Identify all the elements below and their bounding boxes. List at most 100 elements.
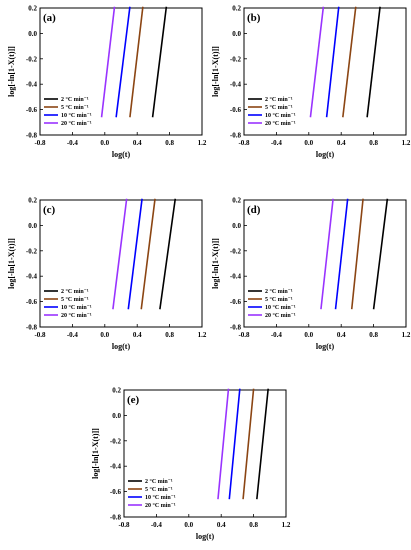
chart-panel-a: -0.8 -0.4 0.0 0.4 0.8 1.2 0.2 0.0 -0.2 -0.4 -0.6 -0… xyxy=(7,5,207,160)
series-line xyxy=(112,198,128,310)
y-axis-title: log[-ln[1-X(t)]] xyxy=(211,238,220,289)
legend-entry: 5 °C min⁻¹ xyxy=(145,486,173,493)
legend-entry: 20 °C min⁻¹ xyxy=(265,120,296,127)
series-line xyxy=(100,6,116,118)
legend-entry: 2 °C min⁻¹ xyxy=(61,96,89,103)
x-tick-label: 1.2 xyxy=(402,331,411,339)
series-line xyxy=(151,6,168,118)
x-tick-label: 1.2 xyxy=(402,139,411,147)
series-line xyxy=(129,6,144,118)
legend-entry: 5 °C min⁻¹ xyxy=(61,296,89,303)
x-tick-label: -0.8 xyxy=(34,331,46,339)
y-axis-title: log[-ln[1-X(t)]] xyxy=(91,428,100,479)
y-tick-label: -0.2 xyxy=(230,247,242,255)
x-tick-label: -0.8 xyxy=(118,521,130,529)
x-axis-title: log(t) xyxy=(316,150,335,159)
y-axis-title: log[-ln[1-X(t)]] xyxy=(7,238,16,289)
x-axis-title: log(t) xyxy=(112,150,131,159)
y-tick-label: -0.4 xyxy=(26,273,38,281)
y-tick-label: -0.4 xyxy=(26,81,38,89)
chart-panel-b: -0.8 -0.4 0.0 0.4 0.8 1.2 0.2 0.0 -0.2 -0.4 -0.6 -0… xyxy=(211,5,411,160)
y-tick-label: -0.2 xyxy=(110,437,122,445)
y-tick-label: -0.8 xyxy=(230,132,242,140)
y-tick-label: -0.6 xyxy=(26,298,38,306)
x-tick-label: 0.8 xyxy=(369,139,378,147)
plot-frame xyxy=(39,7,203,136)
x-tick-label: 0.4 xyxy=(337,139,346,147)
y-tick-label: 0.2 xyxy=(28,197,37,205)
x-tick-label: 0.4 xyxy=(217,521,226,529)
x-tick-label: -0.4 xyxy=(67,331,79,339)
series-line xyxy=(242,388,255,500)
x-axis-title: log(t) xyxy=(196,532,215,541)
y-tick-label: 0.2 xyxy=(28,5,37,13)
y-tick-label: -0.6 xyxy=(230,298,242,306)
x-tick-label: -0.4 xyxy=(271,331,283,339)
legend-entry: 10 °C min⁻¹ xyxy=(265,112,296,119)
x-tick-label: 0.4 xyxy=(133,331,142,339)
legend-entry: 5 °C min⁻¹ xyxy=(265,296,293,303)
y-tick-label: -0.8 xyxy=(26,324,38,332)
y-tick-label: 0.0 xyxy=(112,412,121,420)
series-line xyxy=(115,6,131,118)
x-tick-label: 1.2 xyxy=(282,521,291,529)
legend-entry: 2 °C min⁻¹ xyxy=(145,478,173,485)
series-line xyxy=(366,6,381,118)
x-tick-label: 1.2 xyxy=(198,139,207,147)
y-tick-label: -0.8 xyxy=(26,132,38,140)
x-tick-label: 0.4 xyxy=(133,139,142,147)
plot-frame xyxy=(243,7,407,136)
x-tick-label: 1.2 xyxy=(198,331,207,339)
y-tick-label: 0.2 xyxy=(232,197,241,205)
y-tick-label: -0.8 xyxy=(230,324,242,332)
x-tick-label: 0.0 xyxy=(304,331,313,339)
legend-entry: 10 °C min⁻¹ xyxy=(145,494,176,501)
x-tick-label: 0.0 xyxy=(100,331,109,339)
y-tick-label: 0.0 xyxy=(232,222,241,230)
y-tick-label: -0.2 xyxy=(230,55,242,63)
x-tick-label: 0.0 xyxy=(100,139,109,147)
legend-entry: 2 °C min⁻¹ xyxy=(61,288,89,295)
x-tick-label: 0.8 xyxy=(165,139,174,147)
x-axis-title: log(t) xyxy=(316,342,335,351)
x-tick-label: 0.4 xyxy=(337,331,346,339)
x-axis-title: log(t) xyxy=(112,342,131,351)
series-line xyxy=(342,6,357,118)
panel-label: (a) xyxy=(43,12,56,24)
y-tick-label: -0.6 xyxy=(230,106,242,114)
series-line xyxy=(159,198,177,310)
chart-panel-c: -0.8 -0.4 0.0 0.4 0.8 1.2 0.2 0.0 -0.2 -0.4 -0.6 -0… xyxy=(7,197,207,352)
y-tick-label: -0.2 xyxy=(26,247,38,255)
legend-entry: 20 °C min⁻¹ xyxy=(61,120,92,127)
y-tick-label: 0.0 xyxy=(232,30,241,38)
x-tick-label: 0.8 xyxy=(165,331,174,339)
legend-entry: 20 °C min⁻¹ xyxy=(145,502,176,509)
y-tick-label: 0.0 xyxy=(28,222,37,230)
legend-entry: 5 °C min⁻¹ xyxy=(61,104,89,111)
series-line xyxy=(228,388,241,500)
x-tick-label: -0.8 xyxy=(238,331,250,339)
series-line xyxy=(325,6,340,118)
y-tick-label: 0.2 xyxy=(112,387,121,395)
y-axis-title: log[-ln[1-X(t)]] xyxy=(7,46,16,97)
x-tick-label: 0.0 xyxy=(304,139,313,147)
series-line xyxy=(140,198,156,310)
x-tick-label: -0.4 xyxy=(151,521,163,529)
y-tick-label: -0.6 xyxy=(26,106,38,114)
panel-label: (c) xyxy=(43,204,56,216)
legend-entry: 5 °C min⁻¹ xyxy=(265,104,293,111)
legend-entry: 20 °C min⁻¹ xyxy=(61,312,92,319)
plot-frame xyxy=(123,389,287,518)
series-line xyxy=(309,6,325,118)
y-axis-title: log[-ln[1-X(t)]] xyxy=(211,46,220,97)
y-tick-label: -0.4 xyxy=(230,273,242,281)
legend-entry: 10 °C min⁻¹ xyxy=(265,304,296,311)
series-line xyxy=(372,198,389,310)
legend-entry: 10 °C min⁻¹ xyxy=(61,304,92,311)
series-line xyxy=(334,198,349,310)
y-tick-label: -0.4 xyxy=(110,463,122,471)
y-tick-label: -0.6 xyxy=(110,488,122,496)
x-tick-label: -0.8 xyxy=(238,139,250,147)
series-line xyxy=(350,198,364,310)
